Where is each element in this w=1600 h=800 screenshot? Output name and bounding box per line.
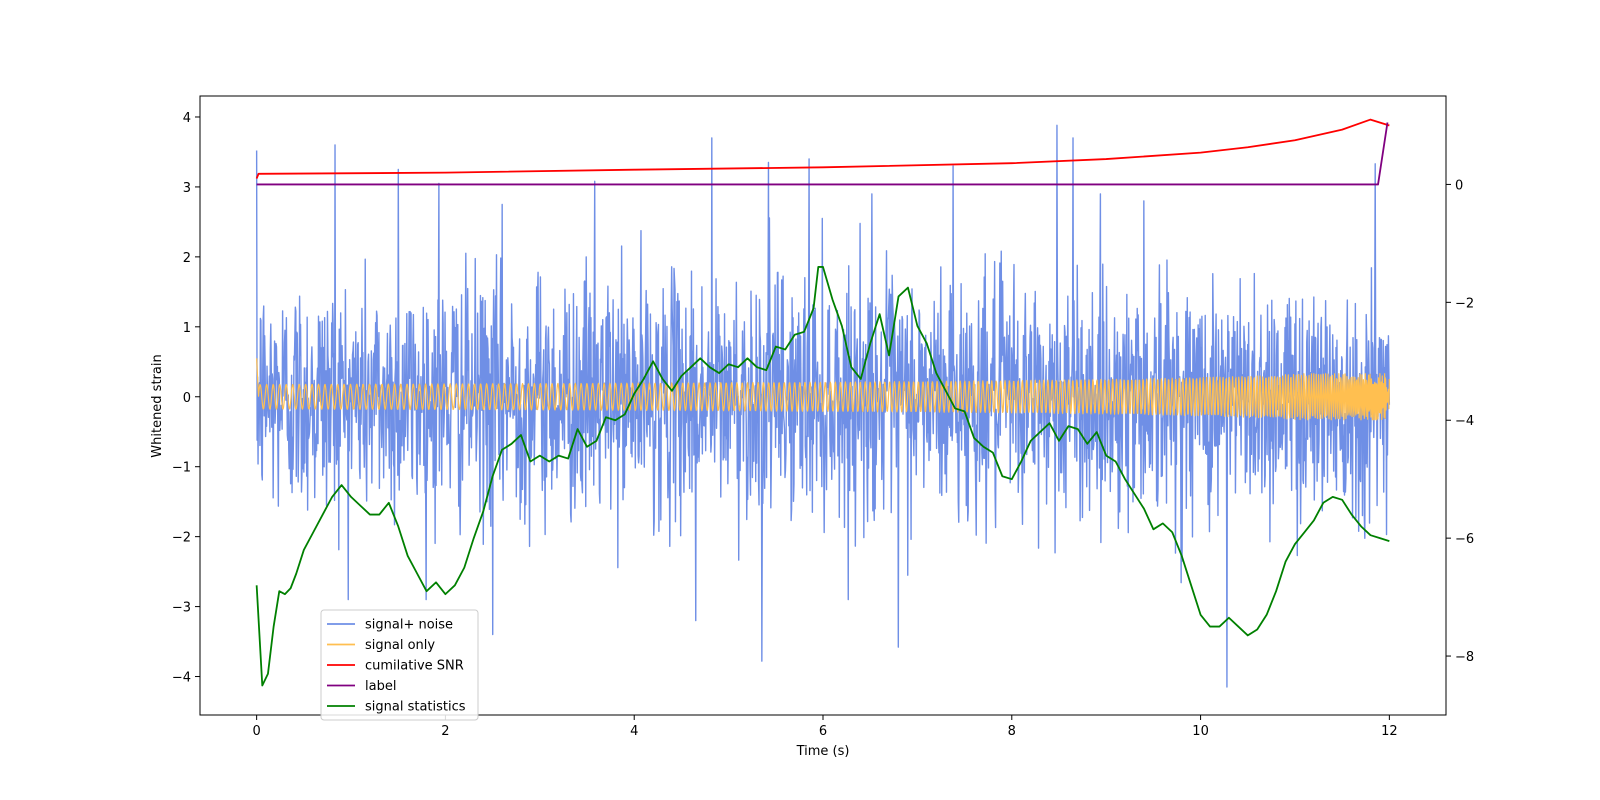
y-tick-label: 3: [183, 181, 191, 196]
y-tick-label: −4: [172, 671, 191, 686]
y-tick-label: 2: [183, 251, 191, 266]
plot-area: [255, 118, 1391, 688]
y-tick-label: −1: [172, 461, 191, 476]
y-axis-label: Whitened strain: [150, 354, 165, 457]
y-tick-label: 4: [183, 111, 191, 126]
legend-label: label: [365, 679, 396, 694]
x-tick-label: 10: [1192, 724, 1209, 739]
y2-tick-label: −8: [1455, 650, 1474, 665]
series-cumilative-snr: [255, 118, 1390, 179]
x-tick-label: 6: [819, 724, 827, 739]
legend-label: signal+ noise: [365, 618, 453, 633]
legend-label: signal statistics: [365, 700, 466, 715]
y-tick-label: −3: [172, 601, 191, 616]
y-tick-label: −2: [172, 531, 191, 546]
legend-box: [320, 609, 479, 721]
x-tick-label: 0: [252, 724, 260, 739]
x-axis-label: Time (s): [796, 744, 850, 759]
series-label: [256, 122, 1389, 186]
y-tick-label: 0: [183, 391, 191, 406]
series-signal-only: [256, 358, 1390, 421]
x-tick-label: 2: [441, 724, 449, 739]
legend: signal+ noise signal only cumilative SNR la…: [320, 609, 479, 721]
x-tick-label: 12: [1381, 724, 1398, 739]
series-signal-statistics: [255, 266, 1390, 687]
y2-tick-label: −6: [1455, 532, 1474, 547]
x-tick-label: 8: [1008, 724, 1016, 739]
y2-tick-label: −4: [1455, 414, 1474, 429]
y2-tick-label: 0: [1455, 178, 1463, 193]
x-tick-label: 4: [630, 724, 638, 739]
legend-label: cumilative SNR: [365, 659, 464, 674]
y2-tick-label: −2: [1455, 296, 1474, 311]
legend-label: signal only: [365, 638, 435, 653]
y-tick-label: 1: [183, 321, 191, 336]
